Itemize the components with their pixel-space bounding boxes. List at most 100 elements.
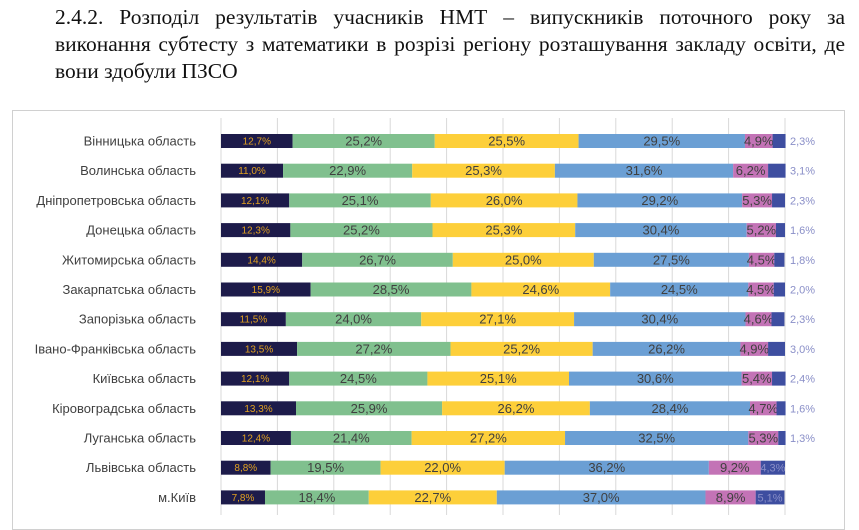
data-label: 28,5% (373, 282, 410, 297)
bar-segment (411, 431, 566, 445)
data-label: 4,5% (746, 282, 776, 297)
data-label: 12,1% (241, 196, 269, 207)
bar-segment (221, 163, 284, 178)
data-label: 36,2% (588, 460, 625, 475)
data-label: 32,5% (638, 431, 675, 446)
category-label: м.Київ (158, 490, 196, 505)
bar-segment (430, 193, 578, 208)
bar-segment (442, 401, 590, 416)
data-label: 25,3% (465, 163, 502, 178)
category-label: Київська область (93, 371, 197, 386)
data-label: 12,7% (243, 137, 271, 148)
data-label: 4,7% (748, 401, 778, 416)
bar-segment (471, 282, 611, 297)
bar-segment (427, 371, 569, 386)
bar-segment (740, 341, 769, 356)
data-label: 24,5% (661, 282, 698, 297)
data-label: 12,4% (242, 434, 270, 445)
bar-segment (577, 193, 743, 208)
data-label: 25,0% (505, 252, 542, 267)
bar-segment (434, 134, 579, 148)
data-label: 21,4% (333, 431, 370, 446)
bar-segment (289, 193, 431, 208)
data-label: 31,6% (626, 163, 663, 178)
data-label: 1,8% (790, 255, 815, 267)
bar-segment (289, 371, 428, 386)
bar-segment (221, 252, 303, 267)
data-label: 27,2% (470, 431, 507, 446)
bar-segment (221, 282, 311, 297)
data-label: 25,2% (343, 223, 380, 238)
bar-segment (221, 312, 286, 327)
data-label: 7,8% (232, 493, 255, 504)
bar-segment (568, 371, 742, 386)
bar-segment (774, 252, 785, 267)
data-label: 4,6% (744, 312, 774, 327)
data-label: 8,9% (716, 490, 746, 505)
data-label: 26,0% (486, 193, 523, 208)
bar-segment (742, 193, 773, 208)
bar-segment (772, 134, 786, 148)
data-label: 29,2% (641, 193, 678, 208)
data-label: 6,2% (736, 163, 766, 178)
bar-segment (496, 490, 706, 505)
data-label: 1,3% (790, 433, 815, 445)
data-label: 14,4% (247, 255, 275, 266)
data-label: 13,5% (245, 344, 273, 355)
bar-segment (380, 460, 505, 475)
data-label: 24,5% (340, 371, 377, 386)
data-label: 27,1% (479, 312, 516, 327)
data-label: 5,3% (748, 431, 778, 446)
category-label: Івано-Франківська область (35, 341, 197, 356)
bar-segment (290, 223, 433, 238)
bar-segment (778, 431, 786, 445)
bar-segment (412, 163, 555, 178)
data-label: 9,2% (720, 460, 750, 475)
data-label: 5,1% (758, 492, 783, 504)
data-label: 5,3% (742, 193, 772, 208)
bar-segment (733, 163, 769, 178)
data-label: 29,5% (643, 134, 680, 149)
bar-segment (421, 312, 575, 327)
category-label: Донецька область (86, 223, 196, 238)
bar-segment (221, 431, 291, 445)
bar-segment (290, 431, 412, 445)
data-label: 24,0% (335, 312, 372, 327)
data-label: 26,7% (359, 252, 396, 267)
bar-segment (760, 460, 785, 475)
bar-segment (589, 401, 751, 416)
data-label: 30,4% (642, 223, 679, 238)
bar-segment (768, 341, 785, 356)
data-label: 5,2% (746, 223, 776, 238)
bar-segment (283, 163, 413, 178)
bar-segment (296, 401, 443, 416)
data-label: 4,3% (760, 463, 785, 475)
bar-segment (708, 460, 761, 475)
data-label: 25,3% (485, 223, 522, 238)
bar-segment (574, 312, 746, 327)
bar-segment (776, 401, 786, 416)
bar-segment (452, 252, 594, 267)
bar-segment (297, 341, 451, 356)
bar-segment (772, 371, 786, 386)
data-label: 2,0% (790, 285, 815, 297)
data-label: 3,0% (790, 344, 815, 356)
data-label: 2,3% (790, 136, 815, 148)
data-label: 12,1% (241, 374, 269, 385)
data-label: 13,3% (244, 404, 272, 415)
category-label: Луганська область (84, 431, 196, 446)
bar-segment (221, 223, 291, 238)
bar-segment (748, 252, 775, 267)
bar-segment (368, 490, 497, 505)
data-label: 12,3% (242, 226, 270, 237)
bar-segment (755, 490, 785, 505)
bar-segment (741, 371, 773, 386)
data-label: 27,2% (355, 341, 392, 356)
data-label: 5,4% (742, 371, 772, 386)
bar-segment (748, 431, 779, 445)
bar-segment (221, 193, 290, 208)
bar-segment (554, 163, 734, 178)
data-label: 26,2% (648, 341, 685, 356)
category-label: Волинська область (80, 163, 196, 178)
category-label: Кіровоградська область (52, 401, 196, 416)
